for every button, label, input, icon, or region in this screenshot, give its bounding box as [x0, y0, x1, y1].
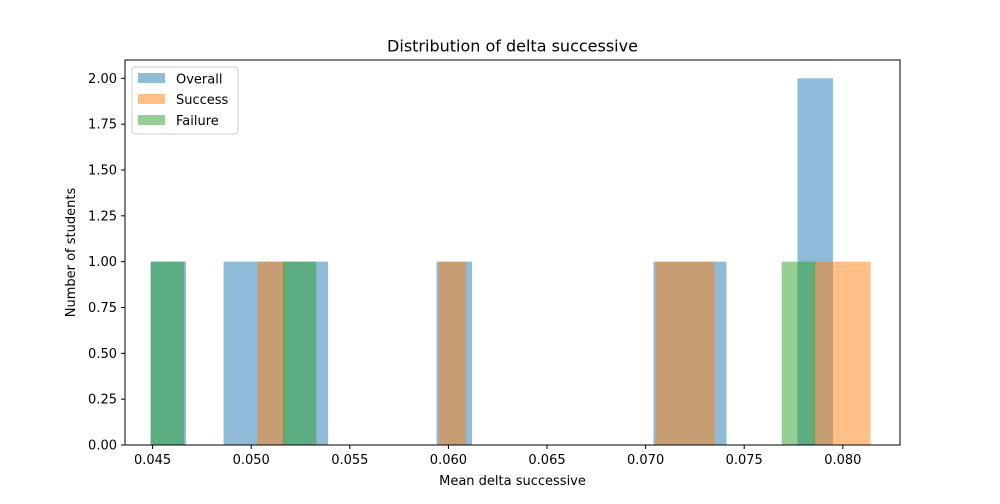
chart-title: Distribution of delta successive [387, 37, 638, 56]
bar-overall-1 [223, 261, 258, 445]
bar-failure-1 [282, 261, 317, 445]
legend-swatch-success [138, 94, 165, 104]
bar-success-5 [840, 261, 871, 445]
y-tick-label: 2.00 [88, 72, 117, 87]
y-tick-label: 0.50 [88, 347, 117, 362]
x-tick-label: 0.065 [528, 453, 565, 468]
bars-layer [150, 78, 871, 445]
x-tick-label: 0.070 [627, 453, 664, 468]
bar-success-3 [685, 261, 715, 445]
bar-failure-2 [781, 261, 816, 445]
y-tick-label: 0.00 [88, 439, 117, 454]
y-tick-label: 1.75 [88, 118, 117, 133]
y-tick-label: 0.75 [88, 301, 117, 316]
y-tick-label: 0.25 [88, 393, 117, 408]
x-tick-label: 0.050 [233, 453, 270, 468]
y-tick-label: 1.00 [88, 255, 117, 270]
bar-success-4 [813, 261, 841, 445]
y-tick-label: 1.25 [88, 209, 117, 224]
x-tick-label: 0.080 [824, 453, 861, 468]
x-axis: 0.045 0.050 0.055 0.060 0.065 0.070 0.075 0.080 [134, 445, 861, 468]
y-tick-label: 1.50 [88, 164, 117, 179]
bar-failure-0 [150, 261, 185, 445]
bar-success-2 [655, 261, 686, 445]
x-tick-label: 0.075 [726, 453, 763, 468]
legend-swatch-overall [138, 73, 165, 83]
legend: Overall Success Failure [131, 66, 239, 135]
legend-label-overall: Overall [176, 73, 222, 88]
bar-success-0 [257, 261, 285, 445]
y-axis-label: Number of students [64, 188, 79, 318]
plot-frame [124, 59, 901, 446]
x-tick-label: 0.060 [430, 453, 467, 468]
legend-swatch-failure [138, 115, 165, 125]
y-axis: 0.00 0.25 0.50 0.75 1.00 1.25 1.50 1.75 2.00 [88, 72, 125, 454]
legend-label-failure: Failure [176, 114, 219, 129]
legend-label-success: Success [176, 93, 229, 108]
x-tick-label: 0.045 [134, 453, 171, 468]
x-tick-label: 0.055 [331, 453, 368, 468]
bar-success-1 [438, 261, 467, 445]
x-axis-label: Mean delta successive [439, 474, 586, 489]
